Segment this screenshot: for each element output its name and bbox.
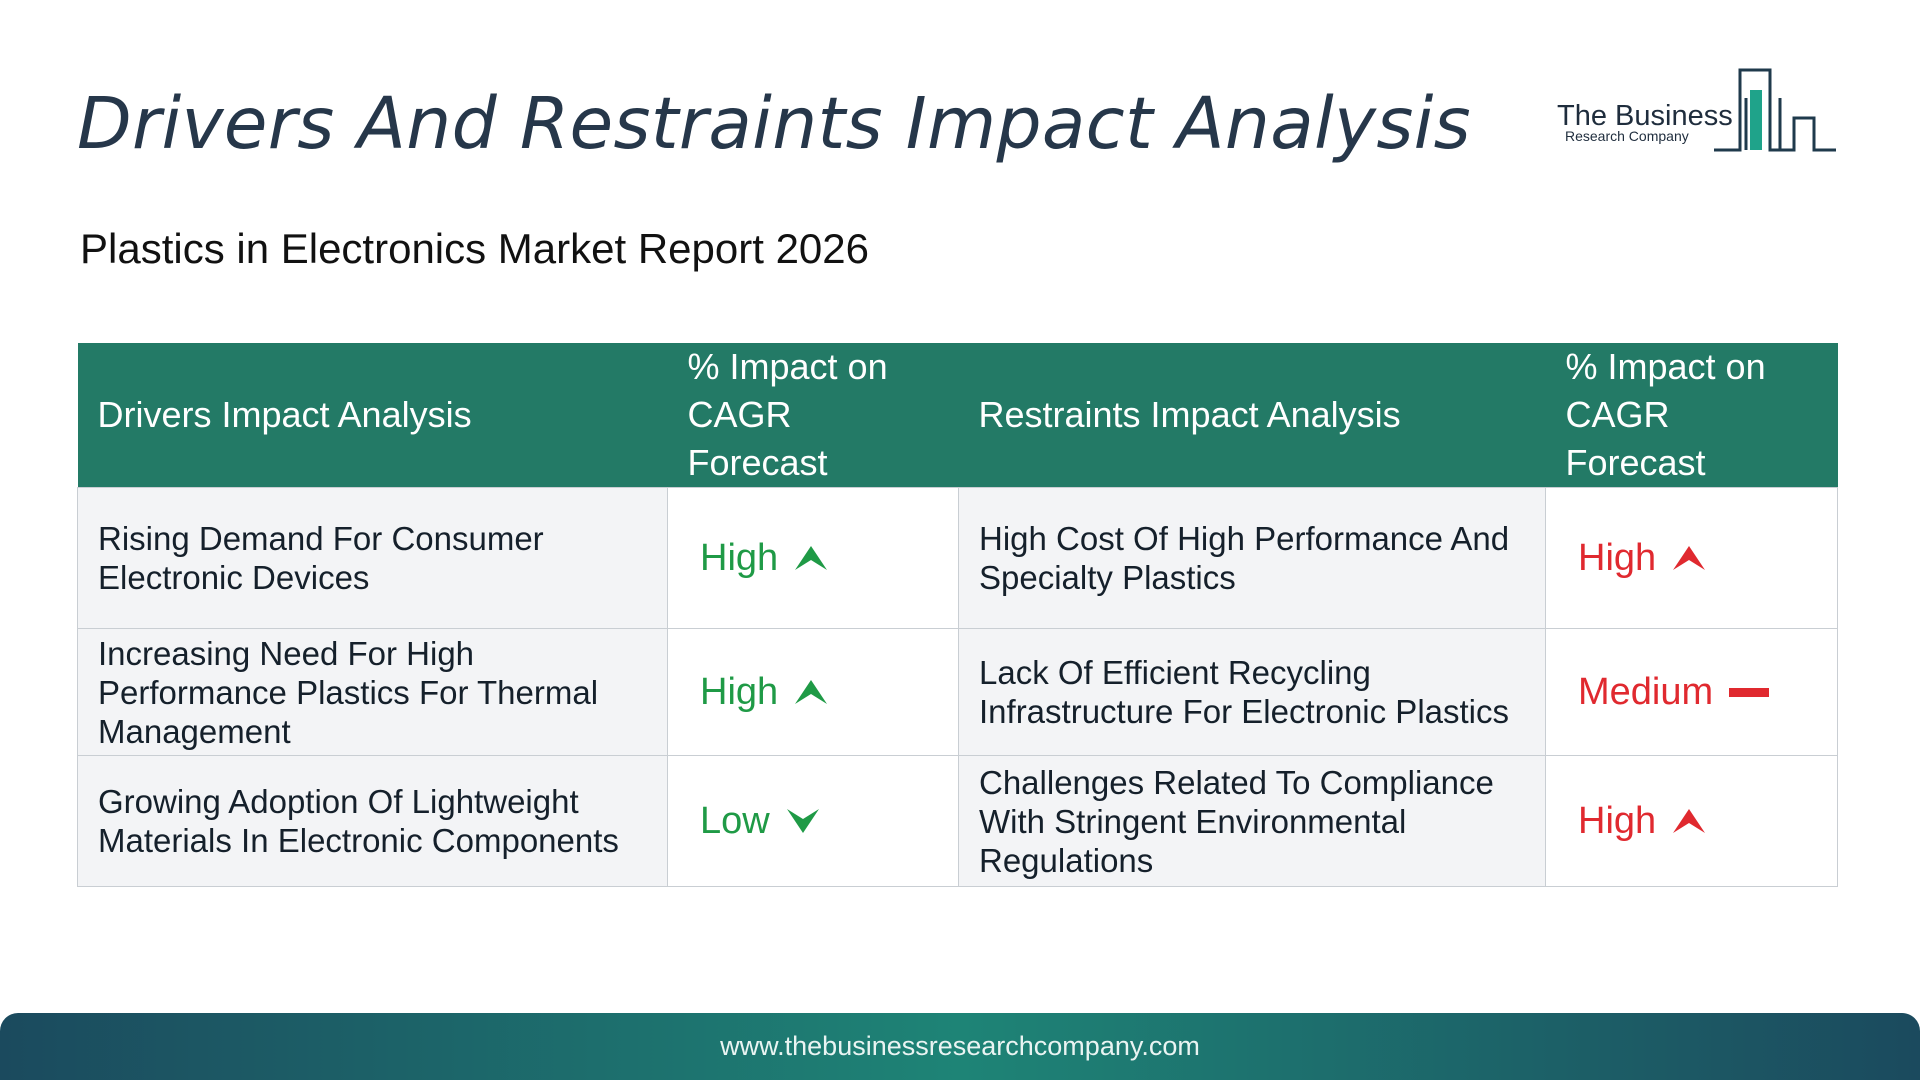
table-row: Increasing Need For High Performance Pla… (77, 628, 1838, 756)
driver-impact-cell: High (667, 487, 959, 629)
footer-bar: www.thebusinessresearchcompany.com (0, 1013, 1920, 1080)
impact-label: High (700, 536, 779, 579)
impact-label: High (1578, 799, 1657, 842)
column-header-drivers: Drivers Impact Analysis (77, 343, 668, 488)
impact-label: High (1578, 536, 1657, 579)
restraint-cell: Challenges Related To Compliance With St… (958, 755, 1546, 887)
driver-impact-cell: High (667, 628, 959, 756)
column-header-restraint-impact: % Impact on CAGR Forecast (1545, 343, 1838, 488)
column-header-driver-impact: % Impact on CAGR Forecast (667, 343, 959, 488)
arrow-down-icon (786, 809, 819, 833)
restraint-cell: Lack Of Efficient Recycling Infrastructu… (958, 628, 1546, 756)
dash-icon (1729, 688, 1770, 697)
impact-label: Low (700, 799, 770, 842)
logo-line-1: The Business (1557, 100, 1733, 132)
table-row: Growing Adoption Of Lightweight Material… (77, 755, 1838, 887)
impact-table: Drivers Impact Analysis % Impact on CAGR… (77, 343, 1838, 887)
restraint-cell: High Cost Of High Performance And Specia… (958, 487, 1546, 629)
impact-label: High (700, 670, 779, 713)
driver-impact-cell: Low (667, 755, 959, 887)
arrow-up-icon (795, 546, 828, 570)
arrow-up-icon (795, 680, 828, 704)
driver-cell: Increasing Need For High Performance Pla… (77, 628, 668, 756)
company-logo: The Business Research Company (1554, 68, 1836, 156)
table-header-row: Drivers Impact Analysis % Impact on CAGR… (77, 343, 1838, 488)
table-row: Rising Demand For Consumer Electronic De… (77, 487, 1838, 629)
page-title: Drivers And Restraints Impact Analysis (77, 82, 1471, 165)
column-header-restraints: Restraints Impact Analysis (958, 343, 1546, 488)
restraint-impact-cell: High (1545, 487, 1838, 629)
report-subtitle: Plastics in Electronics Market Report 20… (80, 225, 869, 272)
driver-cell: Growing Adoption Of Lightweight Material… (77, 755, 668, 887)
arrow-up-icon (1673, 546, 1706, 570)
restraint-impact-cell: High (1545, 755, 1838, 887)
arrow-up-icon (1673, 809, 1706, 833)
restraint-impact-cell: Medium (1545, 628, 1838, 756)
logo-line-2: Research Company (1565, 128, 1689, 144)
footer-url[interactable]: www.thebusinessresearchcompany.com (720, 1031, 1200, 1061)
impact-label: Medium (1578, 670, 1714, 713)
driver-cell: Rising Demand For Consumer Electronic De… (77, 487, 668, 629)
buildings-logo-icon (1714, 68, 1836, 152)
